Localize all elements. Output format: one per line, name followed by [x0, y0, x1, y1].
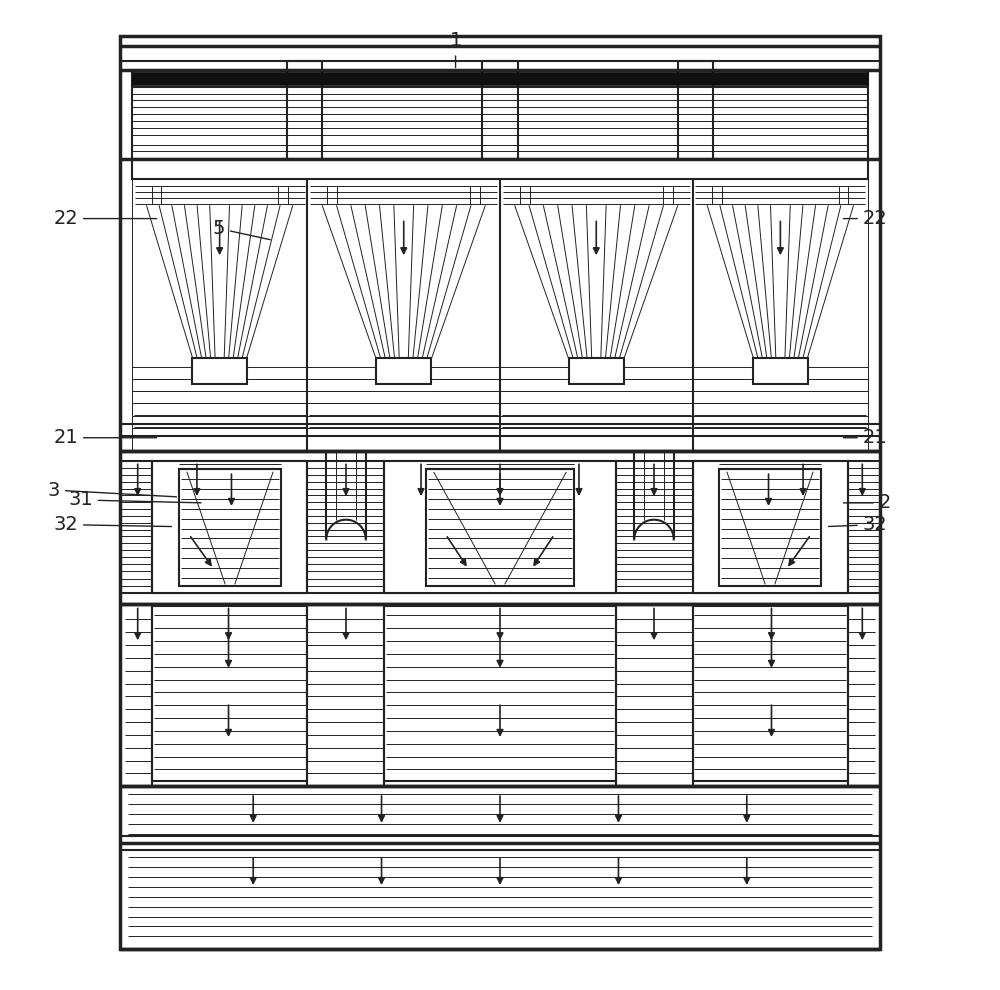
Text: 21: 21 [53, 429, 157, 447]
Bar [719, 469, 821, 586]
Text: 32: 32 [829, 515, 888, 535]
Bar [384, 606, 616, 781]
Bar [132, 159, 868, 179]
Bar [693, 606, 848, 781]
Bar [693, 461, 848, 593]
Text: 1: 1 [449, 32, 462, 67]
Bar [152, 606, 307, 781]
Bar [132, 70, 868, 159]
Bar [376, 357, 431, 384]
Text: 32: 32 [53, 515, 171, 535]
Text: 5: 5 [212, 219, 270, 240]
Text: 22: 22 [843, 209, 888, 228]
Text: 3: 3 [48, 480, 176, 500]
Bar [192, 357, 247, 384]
Bar [753, 357, 808, 384]
Text: 22: 22 [53, 209, 157, 228]
Bar [120, 36, 880, 949]
Bar [384, 461, 616, 593]
Text: 21: 21 [843, 429, 888, 447]
Text: 31: 31 [68, 490, 201, 510]
Bar [179, 469, 281, 586]
Text: 2: 2 [843, 493, 891, 513]
Bar [569, 357, 624, 384]
Bar [426, 469, 574, 586]
Bar [132, 179, 868, 450]
Bar [152, 461, 307, 593]
Bar [132, 72, 868, 85]
